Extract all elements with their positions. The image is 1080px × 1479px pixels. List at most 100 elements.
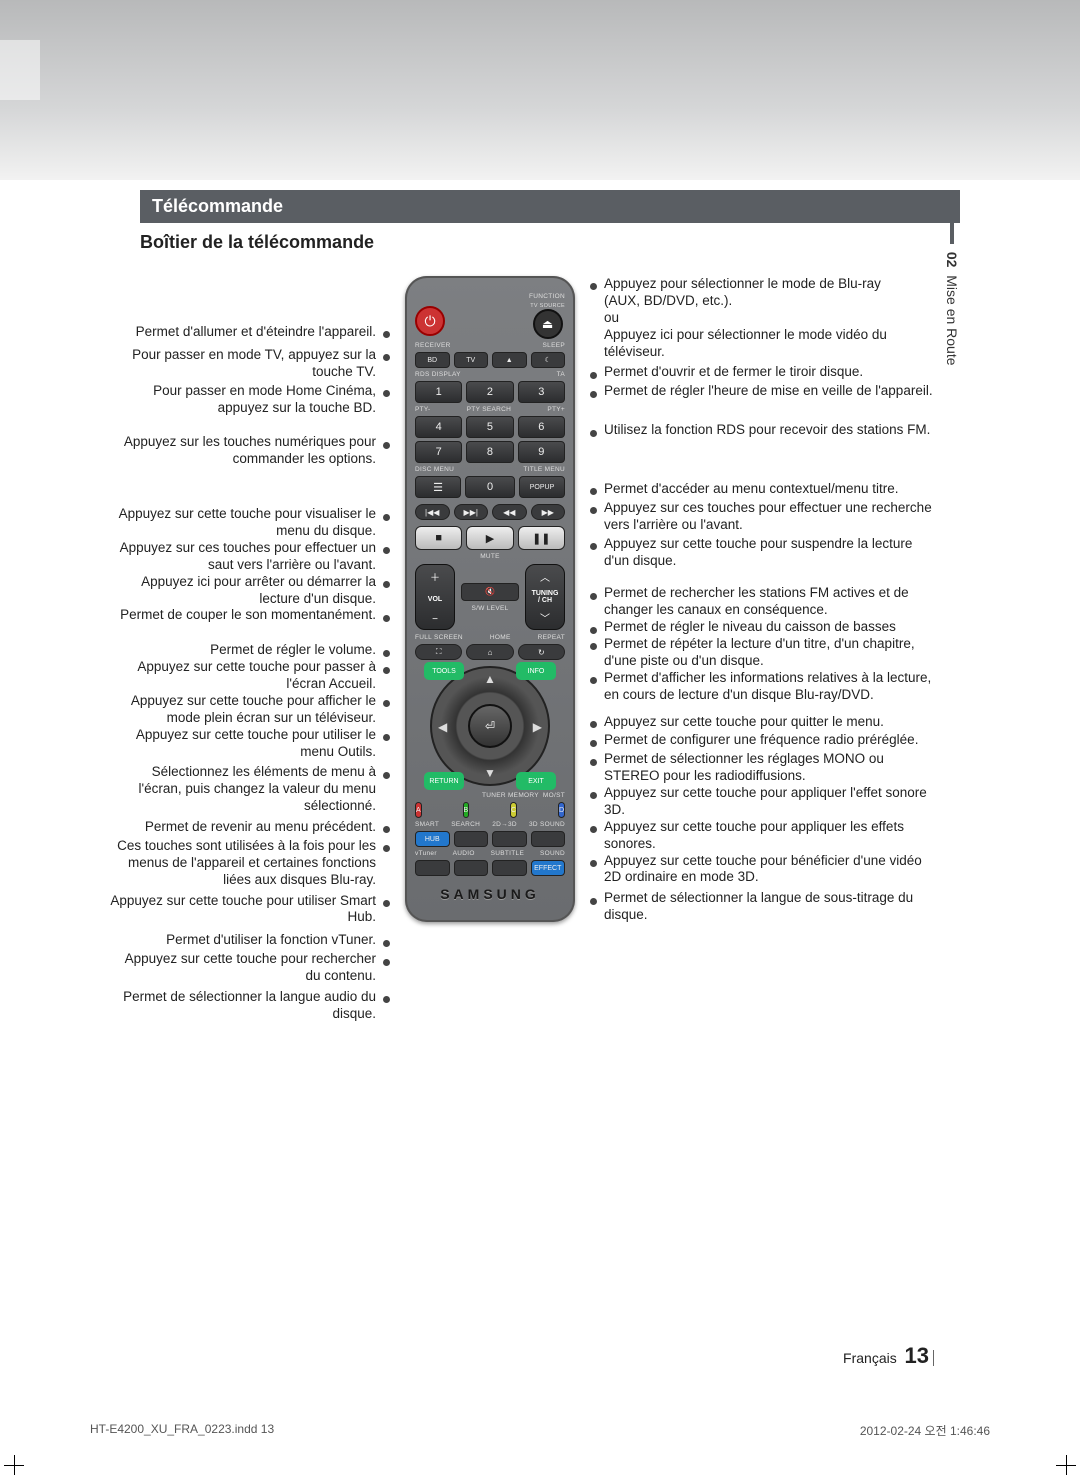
side-tab: 02 Mise en Route xyxy=(938,220,960,366)
num-8[interactable]: 8 xyxy=(466,441,513,463)
num-7[interactable]: 7 xyxy=(415,441,462,463)
sound-effect-button[interactable]: EFFECT xyxy=(531,860,566,876)
right-callout: Permet de sélectionner les réglages MONO… xyxy=(590,751,940,785)
right-callouts-column: Appuyez pour sélectionner le mode de Blu… xyxy=(590,276,940,1329)
right-callout: Permet de sélectionner la langue de sous… xyxy=(590,890,940,924)
right-callout: Appuyez sur cette touche pour quitter le… xyxy=(590,714,940,731)
left-callout: Appuyez sur cette touche pour rechercher… xyxy=(110,951,390,985)
left-callout: Permet de sélectionner la langue audio d… xyxy=(110,989,390,1023)
power-button[interactable]: ⏻ xyxy=(415,306,445,336)
rds-display-label: RDS DISPLAY xyxy=(415,371,461,378)
dpad-down[interactable]: ▼ xyxy=(484,766,496,780)
dpad: TOOLS INFO RETURN EXIT ▲ ▼ ◀ ▶ ⏎ xyxy=(430,666,550,786)
eject-button[interactable]: ▲ xyxy=(492,352,527,368)
stop-button[interactable]: ■ xyxy=(415,526,462,550)
vtuner-button[interactable] xyxy=(415,860,450,876)
receiver-label: RECEIVER xyxy=(415,342,451,349)
fullscreen-button[interactable]: ⛶ xyxy=(415,644,462,660)
right-callout: Permet d'ouvrir et de fermer le tiroir d… xyxy=(590,364,940,381)
right-callout: Appuyez pour sélectionner le mode de Blu… xyxy=(590,276,940,360)
pause-button[interactable]: ❚❚ xyxy=(518,526,565,550)
3dsound-label: 3D SOUND xyxy=(529,821,565,828)
right-callout: Appuyez sur cette touche pour appliquer … xyxy=(590,785,940,819)
play-button[interactable]: ▶ xyxy=(466,526,513,550)
print-footer: HT-E4200_XU_FRA_0223.indd 13 2012-02-24 … xyxy=(90,1422,990,1439)
sleep-label: SLEEP xyxy=(543,342,565,349)
subtitle-label: SUBTITLE xyxy=(491,850,524,857)
audio-button[interactable] xyxy=(454,860,489,876)
left-callout: Appuyez sur cette touche pour visualiser… xyxy=(110,506,390,540)
right-callout: Permet de régler l'heure de mise en veil… xyxy=(590,383,940,400)
columns: Permet d'allumer et d'éteindre l'apparei… xyxy=(110,276,940,1329)
skip-fwd-button[interactable]: ▶▶| xyxy=(454,504,489,520)
mo-st-label: MO/ST xyxy=(543,792,565,799)
pty-plus-label: PTY+ xyxy=(547,406,565,413)
num-1[interactable]: 1 xyxy=(415,381,462,403)
ta-label: TA xyxy=(557,371,565,378)
pty-search-label: PTY SEARCH xyxy=(467,406,511,413)
num-0[interactable]: 0 xyxy=(465,476,515,498)
info-button[interactable]: INFO xyxy=(516,662,556,680)
dpad-right[interactable]: ▶ xyxy=(533,720,542,734)
title-menu-label: TITLE MENU xyxy=(523,466,565,473)
num-4[interactable]: 4 xyxy=(415,416,462,438)
3d-sound-button[interactable] xyxy=(531,831,566,847)
popup-button[interactable]: POPUP xyxy=(519,476,565,498)
disc-menu-label: DISC MENU xyxy=(415,466,454,473)
color-d-button[interactable]: D xyxy=(558,802,565,818)
repeat-button[interactable]: ↻ xyxy=(518,644,565,660)
num-5[interactable]: 5 xyxy=(466,416,513,438)
rewind-button[interactable]: ◀◀ xyxy=(492,504,527,520)
sleep-button[interactable]: ☾ xyxy=(531,352,566,368)
subtitle-button[interactable] xyxy=(492,860,527,876)
left-callout: Permet d'allumer et d'éteindre l'apparei… xyxy=(110,324,390,341)
skip-back-button[interactable]: |◀◀ xyxy=(415,504,450,520)
dpad-left[interactable]: ◀ xyxy=(438,720,447,734)
num-3[interactable]: 3 xyxy=(518,381,565,403)
tools-button[interactable]: TOOLS xyxy=(424,662,464,680)
smart-hub-button[interactable]: HUB xyxy=(415,831,450,847)
right-callout: Appuyez sur ces touches pour effectuer u… xyxy=(590,500,940,534)
num-6[interactable]: 6 xyxy=(518,416,565,438)
tuning-rocker[interactable]: ︿TUNING/ CH﹀ xyxy=(525,564,565,630)
search-button[interactable] xyxy=(454,831,489,847)
page-footer-right: Français 13 xyxy=(843,1343,940,1369)
print-timestamp: 2012-02-24 오전 1:46:46 xyxy=(860,1422,990,1439)
bd-button[interactable]: BD xyxy=(415,352,450,368)
volume-rocker[interactable]: ＋VOL− xyxy=(415,564,455,630)
dpad-up[interactable]: ▲ xyxy=(484,672,496,686)
exit-button[interactable]: EXIT xyxy=(516,772,556,790)
home-button[interactable]: ⌂ xyxy=(466,644,513,660)
right-callout: Permet d'accéder au menu contextuel/menu… xyxy=(590,481,940,498)
section-header: Télécommande xyxy=(140,190,960,223)
left-callout: Appuyez sur cette touche pour passer à l… xyxy=(110,659,390,693)
2d-3d-button[interactable] xyxy=(492,831,527,847)
2d3d-label: 2D→3D xyxy=(492,821,517,828)
fullscreen-label: FULL SCREEN xyxy=(415,634,463,641)
left-callout: Permet de régler le volume. xyxy=(110,642,390,659)
return-button[interactable]: RETURN xyxy=(424,772,464,790)
left-callout: Appuyez sur cette touche pour afficher l… xyxy=(110,693,390,727)
sw-level-label: S/W LEVEL xyxy=(461,605,519,612)
left-callout: Appuyez ici pour arrêter ou démarrer la … xyxy=(110,574,390,608)
left-callout: Pour passer en mode Home Cinéma, appuyez… xyxy=(110,383,390,417)
num-9[interactable]: 9 xyxy=(518,441,565,463)
num-2[interactable]: 2 xyxy=(466,381,513,403)
ffwd-button[interactable]: ▶▶ xyxy=(531,504,566,520)
pty-minus-label: PTY- xyxy=(415,406,430,413)
tv-button[interactable]: TV xyxy=(454,352,489,368)
color-a-button[interactable]: A xyxy=(415,802,422,818)
color-b-button[interactable]: B xyxy=(463,802,470,818)
tv-source-button[interactable]: ⏏ xyxy=(533,309,563,339)
section-title: Télécommande xyxy=(152,196,283,216)
color-c-button[interactable]: C xyxy=(510,802,517,818)
left-callout: Sélectionnez les éléments de menu à l'éc… xyxy=(110,764,390,815)
mute-button[interactable]: 🔇 xyxy=(461,583,519,601)
audio-label: AUDIO xyxy=(453,850,475,857)
right-callout: Permet de rechercher les stations FM act… xyxy=(590,585,940,619)
remote-control: FUNCTION ⏻ TV SOURCE ⏏ RECEIVERSLEEP BD … xyxy=(405,276,575,922)
disc-menu-button[interactable]: ☰ xyxy=(415,476,461,498)
smart-label: SMART xyxy=(415,821,439,828)
remote-column: FUNCTION ⏻ TV SOURCE ⏏ RECEIVERSLEEP BD … xyxy=(390,276,590,1329)
dpad-enter[interactable]: ⏎ xyxy=(468,704,512,748)
